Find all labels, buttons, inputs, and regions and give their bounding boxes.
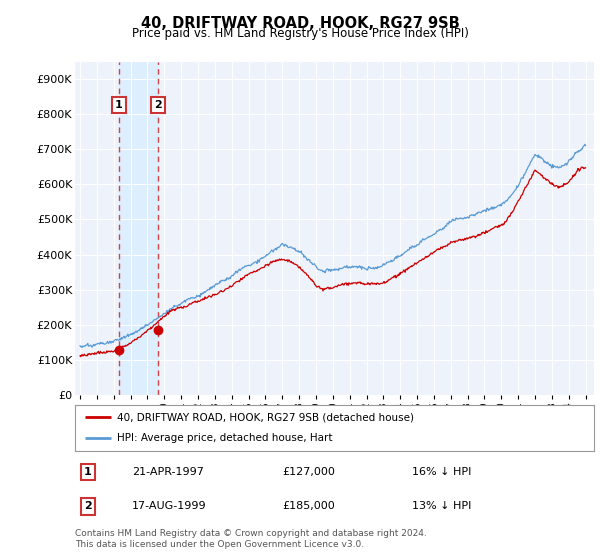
Text: 40, DRIFTWAY ROAD, HOOK, RG27 9SB: 40, DRIFTWAY ROAD, HOOK, RG27 9SB <box>140 16 460 31</box>
Text: 40, DRIFTWAY ROAD, HOOK, RG27 9SB (detached house): 40, DRIFTWAY ROAD, HOOK, RG27 9SB (detac… <box>116 412 413 422</box>
Text: 17-AUG-1999: 17-AUG-1999 <box>132 501 207 511</box>
Text: £185,000: £185,000 <box>283 501 335 511</box>
Text: 2: 2 <box>154 100 162 110</box>
Text: 1: 1 <box>115 100 123 110</box>
Text: 13% ↓ HPI: 13% ↓ HPI <box>412 501 472 511</box>
Text: Contains HM Land Registry data © Crown copyright and database right 2024.
This d: Contains HM Land Registry data © Crown c… <box>75 529 427 549</box>
Text: £127,000: £127,000 <box>283 467 335 477</box>
Text: Price paid vs. HM Land Registry's House Price Index (HPI): Price paid vs. HM Land Registry's House … <box>131 27 469 40</box>
Text: HPI: Average price, detached house, Hart: HPI: Average price, detached house, Hart <box>116 433 332 444</box>
Text: 2: 2 <box>84 501 92 511</box>
Text: 1: 1 <box>84 467 92 477</box>
Bar <box>119 62 158 395</box>
Text: 16% ↓ HPI: 16% ↓ HPI <box>412 467 472 477</box>
Text: 21-APR-1997: 21-APR-1997 <box>132 467 204 477</box>
